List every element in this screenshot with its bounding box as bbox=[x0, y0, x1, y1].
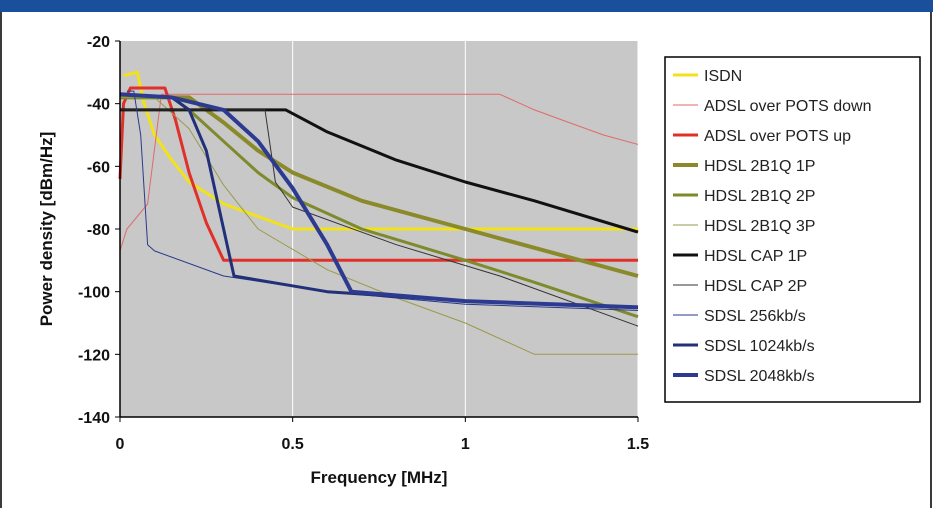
right-border bbox=[930, 12, 932, 508]
x-tick-label: 0.5 bbox=[282, 436, 304, 453]
x-tick-label: 1.5 bbox=[627, 436, 649, 453]
legend-label: SDSL 1024kb/s bbox=[704, 338, 815, 355]
series-line-6 bbox=[120, 96, 638, 355]
y-tick-label: -100 bbox=[78, 285, 110, 302]
legend-label: SDSL 256kb/s bbox=[704, 308, 806, 325]
legend-label: ISDN bbox=[704, 68, 742, 85]
series-line-8 bbox=[120, 109, 639, 327]
y-tick-label: -120 bbox=[78, 347, 110, 364]
legend-box bbox=[664, 56, 921, 403]
legend-label: HDSL 2B1Q 2P bbox=[704, 188, 815, 205]
series-line-9 bbox=[126, 90, 639, 311]
left-border bbox=[0, 12, 2, 508]
series-line-11 bbox=[119, 92, 639, 310]
legend-label: HDSL 2B1Q 1P bbox=[704, 158, 815, 175]
legend: ISDN ADSL over POTS down ADSL over POTS up… bbox=[673, 68, 871, 385]
series-line-2 bbox=[119, 93, 639, 252]
x-axis-label: Frequency [MHz] bbox=[311, 468, 448, 487]
x-tick-label: 1 bbox=[461, 436, 470, 453]
top-banner-bar bbox=[0, 0, 933, 12]
y-tick-label: -140 bbox=[78, 410, 110, 427]
y-tick-label: -20 bbox=[87, 34, 110, 51]
legend-label: HDSL 2B1Q 3P bbox=[704, 218, 815, 235]
legend-label: SDSL 2048kb/s bbox=[704, 368, 815, 385]
x-tick-label: 0 bbox=[116, 436, 125, 453]
legend-label: ADSL over POTS down bbox=[704, 98, 871, 115]
legend-label: HDSL CAP 2P bbox=[704, 278, 807, 295]
y-tick-label: -80 bbox=[87, 222, 110, 239]
legend-label: HDSL CAP 1P bbox=[704, 248, 807, 265]
series-line-7 bbox=[120, 108, 639, 234]
legend-label: ADSL over POTS up bbox=[704, 128, 851, 145]
y-tick-label: -40 bbox=[87, 97, 110, 114]
y-axis-label: Power density [dBm/Hz] bbox=[37, 132, 56, 327]
y-tick-label: -60 bbox=[87, 159, 110, 176]
